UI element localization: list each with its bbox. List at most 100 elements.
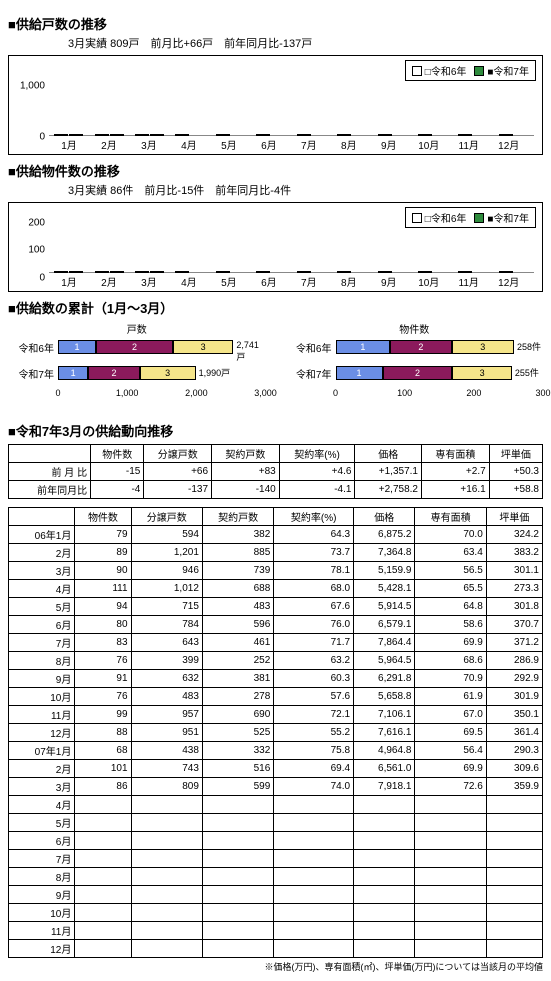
table-cell: 65.5 — [415, 580, 486, 598]
table-cell — [131, 886, 202, 904]
table-cell: 60.3 — [274, 670, 354, 688]
table-cell: 8月 — [9, 652, 75, 670]
table-cell — [415, 940, 486, 958]
cum-tick: 3,000 — [254, 388, 277, 398]
table-cell — [75, 868, 131, 886]
table-cell: 89 — [75, 544, 131, 562]
table-header: 契約戸数 — [202, 508, 273, 526]
table-cell: 525 — [202, 724, 273, 742]
table-cell — [415, 886, 486, 904]
bar-r6 — [175, 134, 189, 136]
table-cell: 7,106.1 — [354, 706, 415, 724]
table-cell: 2月 — [9, 544, 75, 562]
table-cell: 599 — [202, 778, 273, 796]
table-cell — [274, 796, 354, 814]
table-cell — [274, 922, 354, 940]
cum-segment: 1 — [336, 340, 391, 354]
table-cell: 632 — [131, 670, 202, 688]
table-cell: 438 — [131, 742, 202, 760]
table-cell — [274, 850, 354, 868]
table-cell: 前 月 比 — [9, 463, 91, 481]
table-cell: 2月 — [9, 760, 75, 778]
table-cell — [202, 796, 273, 814]
table-cell — [202, 868, 273, 886]
cum-tick: 1,000 — [116, 388, 139, 398]
table-cell — [75, 940, 131, 958]
table-cell: 5,159.9 — [354, 562, 415, 580]
table-cell: 68.0 — [274, 580, 354, 598]
table-cell: +66 — [144, 463, 212, 481]
table-cell: 88 — [75, 724, 131, 742]
table-cell: 72.1 — [274, 706, 354, 724]
table-cell: 67.6 — [274, 598, 354, 616]
table-cell: 6,579.1 — [354, 616, 415, 634]
bar-r6 — [499, 134, 513, 136]
table-cell: +16.1 — [421, 481, 489, 499]
table-cell — [131, 940, 202, 958]
table-cell — [274, 832, 354, 850]
cum-segment: 1 — [58, 340, 96, 354]
table-cell: -4 — [91, 481, 144, 499]
footnote: ※価格(万円)、専有面積(㎡)、坪単価(万円)については当該月の平均値 — [8, 960, 543, 973]
chart1: □令和6年■令和7年01,0001月2月3月4月5月6月7月8月9月10月11月… — [8, 55, 543, 155]
cum-segment: 3 — [452, 366, 511, 380]
cum-tick: 0 — [55, 388, 60, 398]
table-cell — [486, 868, 542, 886]
table-cell — [131, 814, 202, 832]
table-cell — [486, 940, 542, 958]
table-cell — [274, 868, 354, 886]
table-cell: 6月 — [9, 832, 75, 850]
cum-segment: 1 — [336, 366, 383, 380]
table-cell: 58.6 — [415, 616, 486, 634]
bar-r6 — [378, 271, 392, 273]
table-cell — [75, 814, 131, 832]
table-cell: 69.9 — [415, 760, 486, 778]
table-cell: 76.0 — [274, 616, 354, 634]
table-cell: 99 — [75, 706, 131, 724]
table-cell: 643 — [131, 634, 202, 652]
table-cell: 594 — [131, 526, 202, 544]
table-cell: +83 — [212, 463, 280, 481]
table-cell: 78.1 — [274, 562, 354, 580]
bar-r7 — [150, 134, 164, 136]
chart1-title: ■供給戸数の推移 — [8, 14, 543, 33]
table-cell: 715 — [131, 598, 202, 616]
bar-r6 — [54, 134, 68, 136]
cum-chart: 戸数令和6年1232,741戸令和7年1231,990戸01,0002,0003… — [8, 321, 266, 411]
table-container: 物件数分譲戸数契約戸数契約率(%)価格専有面積坪単価前 月 比-15+66+83… — [8, 444, 543, 958]
cum-segment: 1 — [58, 366, 88, 380]
cum-total: 2,741戸 — [236, 340, 265, 354]
table-cell: 07年1月 — [9, 742, 75, 760]
table-cell: 7,616.1 — [354, 724, 415, 742]
table-cell: 516 — [202, 760, 273, 778]
bar-r6 — [256, 271, 270, 273]
cum-tick: 300 — [535, 388, 550, 398]
table-cell — [202, 814, 273, 832]
chart1-subtitle: 3月実績 809戸 前月比+66戸 前年同月比-137戸 — [68, 35, 543, 51]
table-cell — [354, 940, 415, 958]
table-cell: 5,428.1 — [354, 580, 415, 598]
table-cell: 278 — [202, 688, 273, 706]
table-cell — [131, 904, 202, 922]
bar-r6 — [95, 271, 109, 273]
table-cell: 739 — [202, 562, 273, 580]
table-header — [9, 445, 91, 463]
table-cell: 12月 — [9, 724, 75, 742]
table-cell: -137 — [144, 481, 212, 499]
table-cell: 286.9 — [486, 652, 542, 670]
table-header: 契約率(%) — [274, 508, 354, 526]
cum-tick: 2,000 — [185, 388, 208, 398]
table-cell: 68.6 — [415, 652, 486, 670]
table-cell: 7,864.4 — [354, 634, 415, 652]
table-header: 坪単価 — [486, 508, 542, 526]
table-cell: 70.0 — [415, 526, 486, 544]
table-cell: 9月 — [9, 670, 75, 688]
cum-row-label: 令和6年 — [8, 340, 58, 355]
table-cell: +4.6 — [279, 463, 355, 481]
table-cell: 370.7 — [486, 616, 542, 634]
table-cell — [354, 922, 415, 940]
table-cell: 10月 — [9, 904, 75, 922]
table-cell: 252 — [202, 652, 273, 670]
cum-header: 物件数 — [286, 321, 544, 336]
table-cell: 06年1月 — [9, 526, 75, 544]
